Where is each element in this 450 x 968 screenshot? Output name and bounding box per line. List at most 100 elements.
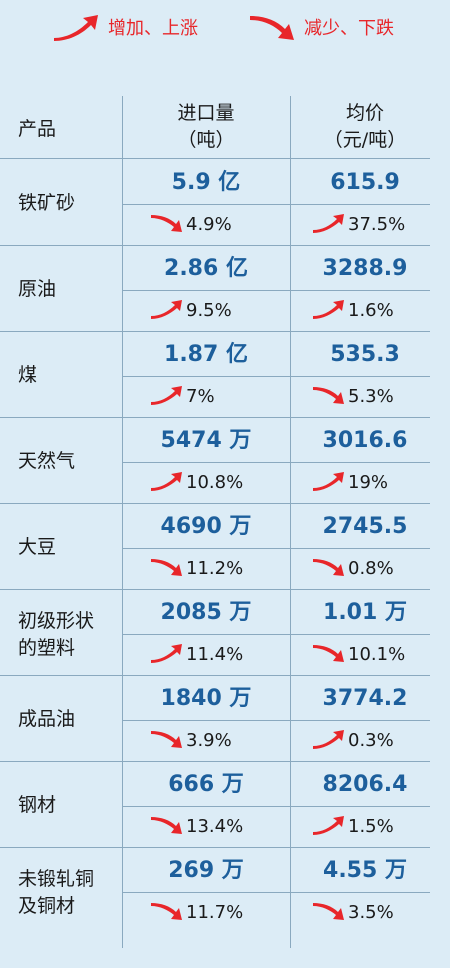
product-name-line1: 未锻轧铜: [18, 868, 95, 890]
product-name: 煤: [18, 362, 120, 389]
product-name-line1: 大豆: [18, 536, 57, 558]
trend-up-arrow-icon: [313, 816, 344, 835]
price-change: 19%: [312, 464, 388, 500]
price-change-value: 5.3%: [348, 385, 394, 407]
price-change: 0.8%: [312, 550, 394, 586]
trend-down-arrow-icon: [250, 16, 294, 40]
table-row: 大豆 4690 万 2745.5 11.2% 0.8%: [0, 504, 450, 590]
trend-up-arrow-icon: [313, 730, 344, 749]
price-change-value: 0.3%: [348, 729, 394, 751]
import-volume: 2.86 亿: [164, 256, 248, 281]
volume-change-value: 11.2%: [186, 557, 244, 579]
price-change: 5.3%: [312, 378, 394, 414]
product-name-line1: 钢材: [18, 794, 57, 816]
row-divider: [0, 589, 430, 590]
product-name-line2: 及铜材: [18, 895, 76, 917]
header-price-title: 均价: [345, 102, 384, 124]
average-price: 3016.6: [322, 428, 408, 453]
cell-divider: [122, 548, 430, 549]
product-name: 初级形状 的塑料: [18, 608, 120, 662]
header-volume-unit: （吨）: [177, 129, 235, 151]
cell-divider: [122, 376, 430, 377]
average-price: 4.55 万: [323, 858, 407, 883]
trend-down-arrow-icon: [151, 903, 182, 920]
product-name: 原油: [18, 276, 120, 303]
cell-divider: [122, 892, 430, 893]
header-volume-title: 进口量: [177, 102, 235, 124]
volume-change: 11.2%: [150, 550, 243, 586]
column-divider: [290, 96, 291, 948]
row-divider: [0, 331, 430, 332]
trend-up-arrow-icon: [151, 472, 182, 491]
trend-up-arrow-icon: [151, 300, 182, 319]
price-change-value: 37.5%: [348, 213, 406, 235]
header-product: 产品: [18, 118, 57, 140]
row-divider: [0, 761, 430, 762]
cell-divider: [122, 462, 430, 463]
price-change-value: 1.6%: [348, 299, 394, 321]
volume-change-value: 13.4%: [186, 815, 244, 837]
row-divider: [0, 158, 430, 159]
price-change: 1.5%: [312, 808, 394, 844]
price-change-value: 3.5%: [348, 901, 394, 923]
import-volume: 1.87 亿: [164, 342, 248, 367]
trend-down-arrow-icon: [151, 731, 182, 748]
product-name: 成品油: [18, 706, 120, 733]
trend-up-arrow-icon: [313, 472, 344, 491]
volume-change: 4.9%: [150, 206, 232, 242]
price-change: 37.5%: [312, 206, 405, 242]
legend-down-label: 减少、下跌: [304, 18, 394, 39]
volume-change-value: 7%: [186, 385, 215, 407]
trend-up-arrow-icon: [313, 300, 344, 319]
volume-change-value: 11.4%: [186, 643, 244, 665]
product-name: 铁矿砂: [18, 190, 120, 217]
price-change: 1.6%: [312, 292, 394, 328]
product-name-line1: 原油: [18, 278, 57, 300]
table-row: 天然气 5474 万 3016.6 10.8% 19%: [0, 418, 450, 504]
legend-up: 增加、上涨: [52, 10, 198, 44]
trend-up-arrow-icon: [313, 214, 344, 233]
row-divider: [0, 847, 430, 848]
cell-divider: [122, 290, 430, 291]
cell-divider: [122, 634, 430, 635]
cell-divider: [122, 720, 430, 721]
price-change-value: 10.1%: [348, 643, 406, 665]
product-name-line1: 天然气: [18, 450, 76, 472]
trend-down-arrow-icon: [313, 903, 344, 920]
table-header: 产品 进口量 （吨） 均价 （元/吨）: [0, 96, 450, 158]
product-name: 大豆: [18, 534, 120, 561]
table-row: 成品油 1840 万 3774.2 3.9% 0.3%: [0, 676, 450, 762]
import-volume: 666 万: [168, 772, 244, 797]
trend-down-arrow-icon: [151, 215, 182, 232]
row-divider: [0, 503, 430, 504]
product-name-line1: 煤: [18, 364, 38, 386]
cell-divider: [122, 806, 430, 807]
price-change: 3.5%: [312, 894, 394, 930]
row-divider: [0, 245, 430, 246]
import-volume: 269 万: [168, 858, 244, 883]
trend-up-arrow-icon: [54, 15, 98, 41]
product-name: 未锻轧铜 及铜材: [18, 866, 120, 920]
volume-change: 9.5%: [150, 292, 232, 328]
price-change: 0.3%: [312, 722, 394, 758]
trend-down-arrow-icon: [151, 559, 182, 576]
import-volume: 1840 万: [160, 686, 252, 711]
average-price: 3774.2: [322, 686, 408, 711]
product-name-line2: 的塑料: [18, 637, 76, 659]
volume-change: 3.9%: [150, 722, 232, 758]
trend-up-arrow-icon: [151, 386, 182, 405]
price-change-value: 0.8%: [348, 557, 394, 579]
product-name-line1: 铁矿砂: [18, 192, 76, 214]
product-name-line1: 初级形状: [18, 610, 95, 632]
volume-change-value: 4.9%: [186, 213, 232, 235]
table-row: 初级形状 的塑料 2085 万 1.01 万 11.4% 10.1%: [0, 590, 450, 676]
average-price: 3288.9: [322, 256, 408, 281]
average-price: 2745.5: [322, 514, 408, 539]
header-price: 均价 （元/吨）: [290, 100, 440, 154]
table-row: 铁矿砂 5.9 亿 615.9 4.9% 37.5%: [0, 160, 450, 246]
trend-down-arrow-icon: [151, 817, 182, 834]
table-row: 钢材 666 万 8206.4 13.4% 1.5%: [0, 762, 450, 848]
average-price: 8206.4: [322, 772, 408, 797]
row-divider: [0, 417, 430, 418]
product-name-line1: 成品油: [18, 708, 76, 730]
